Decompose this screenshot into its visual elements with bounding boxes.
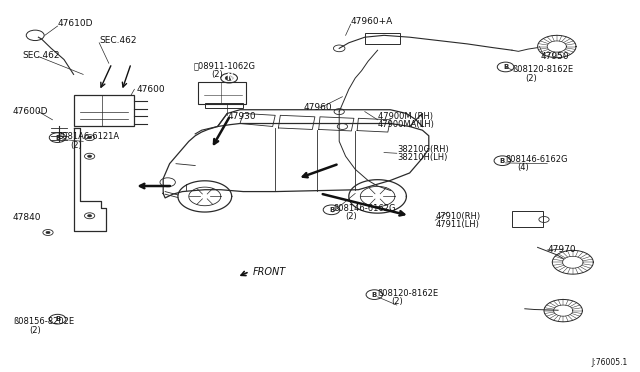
Bar [205, 103, 243, 108]
Text: (2): (2) [525, 74, 536, 83]
Bar [198, 82, 246, 104]
Text: (2): (2) [211, 70, 223, 79]
Text: B: B [329, 207, 334, 213]
Text: 47600D: 47600D [13, 107, 48, 116]
Text: 47930: 47930 [227, 112, 256, 121]
Text: FRONT: FRONT [253, 267, 286, 277]
Text: N: N [226, 73, 232, 82]
Circle shape [225, 76, 233, 80]
Text: B: B [500, 158, 505, 164]
Text: ß08120-8162E: ß08120-8162E [512, 65, 573, 74]
Text: (2): (2) [70, 141, 82, 150]
Text: B: B [503, 64, 508, 70]
Text: B: B [372, 292, 377, 298]
Text: SEC.462: SEC.462 [99, 36, 137, 45]
Text: 38210G(RH): 38210G(RH) [397, 145, 449, 154]
Text: 47900MA(LH): 47900MA(LH) [378, 120, 435, 129]
Circle shape [88, 137, 92, 139]
Text: B: B [55, 135, 60, 141]
Text: J:76005.1: J:76005.1 [591, 358, 627, 367]
Text: ß08156-8202E: ß08156-8202E [13, 317, 74, 326]
Text: 47950: 47950 [541, 52, 570, 61]
Bar [74, 95, 134, 126]
Text: 47960: 47960 [304, 103, 333, 112]
Bar [365, 33, 400, 44]
Text: B: B [55, 316, 60, 322]
Text: ⓝ08911-1062G: ⓝ08911-1062G [194, 62, 256, 71]
Bar [512, 211, 543, 227]
Text: ß08146-6162G: ß08146-6162G [506, 155, 568, 164]
Text: 47910(RH): 47910(RH) [435, 212, 481, 221]
Text: 47960+A: 47960+A [351, 17, 393, 26]
Circle shape [46, 231, 50, 234]
Circle shape [88, 215, 92, 217]
Circle shape [88, 155, 92, 157]
Text: (2): (2) [29, 326, 40, 335]
Text: (4): (4) [517, 163, 529, 172]
Text: 47610D: 47610D [58, 19, 93, 28]
Text: 47911(LH): 47911(LH) [435, 220, 479, 229]
Text: 38210H(LH): 38210H(LH) [397, 153, 447, 162]
Text: 47900M (RH): 47900M (RH) [378, 112, 433, 121]
Text: 47840: 47840 [13, 213, 42, 222]
Text: ß081A6-6121A: ß081A6-6121A [58, 132, 120, 141]
Text: (2): (2) [346, 212, 357, 221]
Text: ß08120-8162E: ß08120-8162E [378, 289, 439, 298]
Text: 47970: 47970 [547, 246, 576, 254]
Text: ß08146-6162G: ß08146-6162G [333, 204, 396, 213]
Text: (2): (2) [392, 297, 403, 306]
Text: 47600: 47600 [136, 85, 165, 94]
Text: SEC.462: SEC.462 [22, 51, 60, 60]
